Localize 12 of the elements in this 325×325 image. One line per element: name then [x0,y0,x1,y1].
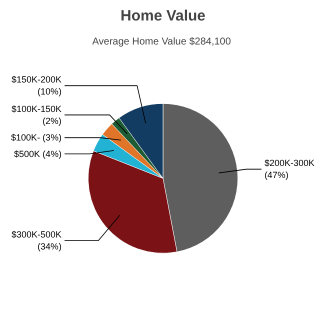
data-label: (47%) [264,170,288,180]
data-label: (2%) [42,116,62,126]
slice-label: $200K-300K [264,158,314,168]
chart-title: Home Value [120,8,206,24]
chart-subtitle: Average Home Value $284,100 [92,36,232,48]
slice-label: $500K (4%) [14,148,62,159]
data-label: (34%) [38,242,62,252]
slice-label: $150K-200K [12,74,62,85]
slice-label: $100K- (3%) [11,132,62,143]
data-label: (10%) [38,86,62,97]
slice-label: $100K-150K [12,104,62,114]
slice-label: $300K-500K [12,230,62,240]
